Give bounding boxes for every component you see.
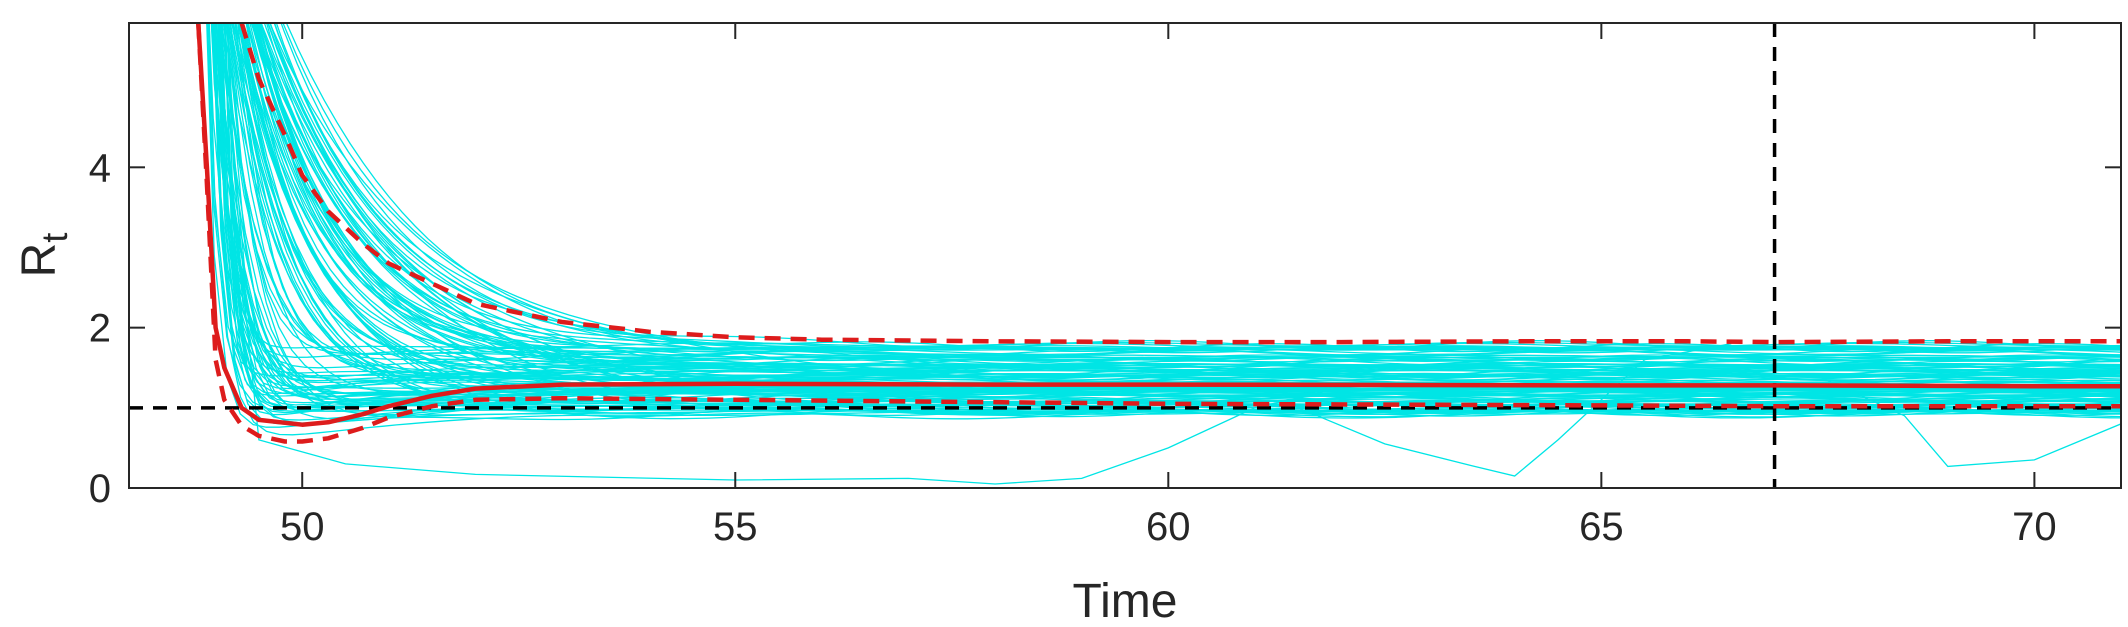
y-axis: 0 2 4 [89,146,2121,511]
y-tick-label: 0 [89,467,111,511]
ensemble-trajectory [252,23,2121,368]
ensemble-trajectory [211,23,2121,369]
x-tick-label: 70 [2012,505,2057,549]
x-tick-label: 50 [280,505,325,549]
ensemble-trajectory [265,23,2121,362]
plot-frame [128,22,2122,489]
ensemble-outlier [1297,343,1732,477]
ensemble-trajectory [238,23,2121,372]
upper-bound-line [239,23,2121,345]
median-line [196,23,2121,427]
ensemble-trajectory [275,23,2121,350]
x-axis: 50 55 60 65 70 [280,23,2057,549]
ensemble-trajectory [257,23,2121,362]
ensemble-trajectory [215,23,2121,424]
x-axis-label: Time [1073,575,1178,627]
y-axis-label-subscript: t [34,233,75,243]
ensemble-outlier [214,23,1342,485]
y-axis-label-main: R [13,243,66,278]
ensemble-trajectory [240,23,2121,420]
lower-bound-line [196,23,2121,444]
y-axis-label: Rt [13,233,75,278]
x-tick-label: 55 [713,505,758,549]
series-lines [196,23,2121,444]
ensemble-trajectory [223,23,2121,408]
y-tick-label: 4 [89,146,111,190]
ensemble-trajectory [273,23,2121,353]
ensemble-trajectory [263,23,2121,397]
ensemble-trajectory [255,23,2121,351]
ensemble-trajectory [269,23,2121,378]
ensemble-trajectory [217,23,2121,409]
x-tick-label: 65 [1579,505,1624,549]
ensemble-outlier [1817,375,2121,468]
ensemble-trajectory [208,23,2121,376]
x-tick-label: 60 [1146,505,1191,549]
ensemble-trajectory [218,23,2121,395]
y-tick-label: 2 [89,307,111,351]
ensemble-trajectory [207,23,2121,436]
